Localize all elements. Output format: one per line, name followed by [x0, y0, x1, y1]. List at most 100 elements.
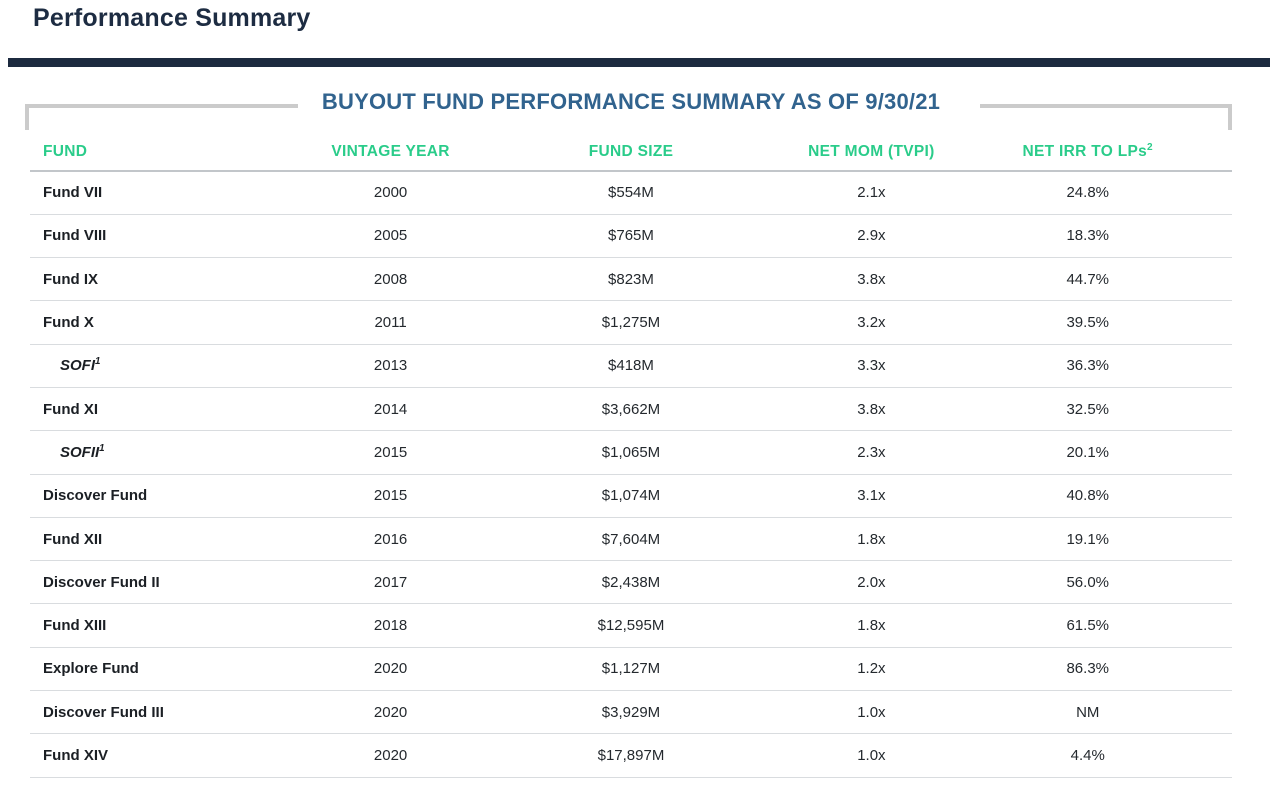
fund-name-cell: Fund VIII: [30, 214, 319, 259]
net-irr-cell: 61.5%: [943, 603, 1232, 648]
fund-name-cell: Discover Fund: [30, 474, 319, 518]
net-mom-cell: 2.9x: [799, 214, 944, 259]
fund-size-cell: $765M: [462, 214, 800, 259]
net-mom-cell: 2.3x: [799, 430, 944, 475]
fund-name: Explore Fund: [43, 660, 139, 678]
vintage-year-cell: 2011: [318, 300, 463, 345]
fund-size-cell: $823M: [462, 257, 800, 302]
fund-name: Discover Fund: [43, 487, 148, 505]
vintage-year-cell: 2016: [318, 517, 463, 562]
fund-name-cell: Explore Fund: [30, 647, 319, 692]
fund-table-body: Fund VII 2000 $554M 2.1x 24.8% Fund VIII…: [30, 171, 1232, 778]
net-mom-cell: 2.0x: [799, 560, 944, 605]
table-row: Fund XIII 2018 $12,595M 1.8x 61.5%: [30, 603, 1232, 648]
vintage-year-cell: 2015: [318, 430, 463, 475]
bracket-right-decoration: [980, 104, 1232, 130]
net-mom-cell: 3.1x: [799, 474, 944, 518]
fund-name: Fund X: [43, 314, 94, 332]
vintage-year-cell: 2018: [318, 603, 463, 648]
fund-name-cell: Fund IX: [30, 257, 319, 302]
vintage-year-cell: 2020: [318, 733, 463, 778]
fund-size-cell: $17,897M: [462, 733, 800, 778]
net-mom-cell: 1.2x: [799, 647, 944, 692]
table-row: Discover Fund 2015 $1,074M 3.1x 40.8%: [30, 474, 1232, 518]
vintage-year-cell: 2005: [318, 214, 463, 259]
table-row: Fund XI 2014 $3,662M 3.8x 32.5%: [30, 387, 1232, 432]
net-irr-cell: 18.3%: [943, 214, 1232, 259]
net-irr-cell: 4.4%: [943, 733, 1232, 778]
fund-name: Fund XIII: [43, 617, 107, 635]
net-irr-cell: 86.3%: [943, 647, 1232, 692]
net-irr-cell: NM: [943, 690, 1232, 735]
column-header-net-mom: NET MOM (TVPI): [799, 140, 944, 172]
column-header-net-irr: NET IRR TO LPs2: [943, 140, 1232, 172]
net-irr-cell: 36.3%: [943, 344, 1232, 388]
vintage-year-cell: 2013: [318, 344, 463, 388]
net-irr-cell: 40.8%: [943, 474, 1232, 518]
fund-name: Fund XII: [43, 530, 103, 548]
net-mom-cell: 1.0x: [799, 733, 944, 778]
net-mom-cell: 3.2x: [799, 300, 944, 345]
fund-name-cell: Discover Fund III: [30, 690, 319, 735]
table-title: BUYOUT FUND PERFORMANCE SUMMARY AS OF 9/…: [321, 89, 941, 114]
fund-name-cell: Fund XI: [30, 387, 319, 432]
net-mom-cell: 3.8x: [799, 387, 944, 432]
vintage-year-cell: 2014: [318, 387, 463, 432]
fund-size-cell: $418M: [462, 344, 800, 388]
fund-name: Fund VII: [43, 184, 103, 202]
table-row: Fund VIII 2005 $765M 2.9x 18.3%: [30, 214, 1232, 259]
net-irr-cell: 32.5%: [943, 387, 1232, 432]
fund-name-sup: 1: [99, 442, 105, 454]
fund-name-sup: 1: [95, 356, 101, 368]
table-row: SOFII1 2015 $1,065M 2.3x 20.1%: [30, 430, 1232, 475]
vintage-year-cell: 2015: [318, 474, 463, 518]
vintage-year-cell: 2020: [318, 647, 463, 692]
fund-name: SOFI: [60, 357, 96, 375]
table-title-row: BUYOUT FUND PERFORMANCE SUMMARY AS OF 9/…: [25, 88, 1232, 140]
net-mom-cell: 3.8x: [799, 257, 944, 302]
fund-name: Discover Fund III: [43, 703, 164, 721]
fund-name: Fund IX: [43, 270, 98, 288]
net-irr-cell: 20.1%: [943, 430, 1232, 475]
net-irr-cell: 44.7%: [943, 257, 1232, 302]
fund-name-cell: SOFII1: [30, 430, 319, 475]
table-row: SOFI1 2013 $418M 3.3x 36.3%: [30, 344, 1232, 388]
table-row: Explore Fund 2020 $1,127M 1.2x 86.3%: [30, 647, 1232, 692]
net-irr-cell: 39.5%: [943, 300, 1232, 345]
divider-bar: [8, 58, 1270, 67]
table-row: Fund VII 2000 $554M 2.1x 24.8%: [30, 171, 1232, 215]
net-irr-cell: 56.0%: [943, 560, 1232, 605]
net-mom-cell: 2.1x: [799, 171, 944, 215]
table-row: Discover Fund II 2017 $2,438M 2.0x 56.0%: [30, 560, 1232, 605]
bracket-left-decoration: [25, 104, 298, 130]
net-mom-cell: 1.8x: [799, 603, 944, 648]
table-row: Discover Fund III 2020 $3,929M 1.0x NM: [30, 690, 1232, 735]
fund-name: Fund XI: [43, 400, 98, 418]
fund-size-cell: $3,929M: [462, 690, 800, 735]
fund-name-cell: Fund XIV: [30, 733, 319, 778]
fund-size-cell: $12,595M: [462, 603, 800, 648]
table-header-row: FUND VINTAGE YEAR FUND SIZE NET MOM (TVP…: [30, 140, 1232, 172]
fund-size-cell: $1,275M: [462, 300, 800, 345]
fund-size-cell: $1,127M: [462, 647, 800, 692]
performance-table-section: BUYOUT FUND PERFORMANCE SUMMARY AS OF 9/…: [25, 88, 1232, 778]
vintage-year-cell: 2020: [318, 690, 463, 735]
fund-name-cell: Fund XIII: [30, 603, 319, 648]
fund-name: Discover Fund II: [43, 573, 160, 591]
fund-name-cell: Fund VII: [30, 171, 319, 215]
fund-size-cell: $1,074M: [462, 474, 800, 518]
fund-name: SOFII: [60, 443, 100, 461]
fund-name: Fund XIV: [43, 747, 108, 764]
fund-name-cell: Fund X: [30, 300, 319, 345]
fund-name-cell: SOFI1: [30, 344, 319, 388]
fund-size-cell: $1,065M: [462, 430, 800, 475]
table-row: Fund IX 2008 $823M 3.8x 44.7%: [30, 257, 1232, 302]
fund-name: Fund VIII: [43, 227, 107, 245]
vintage-year-cell: 2008: [318, 257, 463, 302]
table-row: Fund X 2011 $1,275M 3.2x 39.5%: [30, 300, 1232, 345]
net-irr-cell: 24.8%: [943, 171, 1232, 215]
fund-name-cell: Discover Fund II: [30, 560, 319, 605]
fund-name-cell: Fund XII: [30, 517, 319, 562]
net-mom-cell: 1.8x: [799, 517, 944, 562]
